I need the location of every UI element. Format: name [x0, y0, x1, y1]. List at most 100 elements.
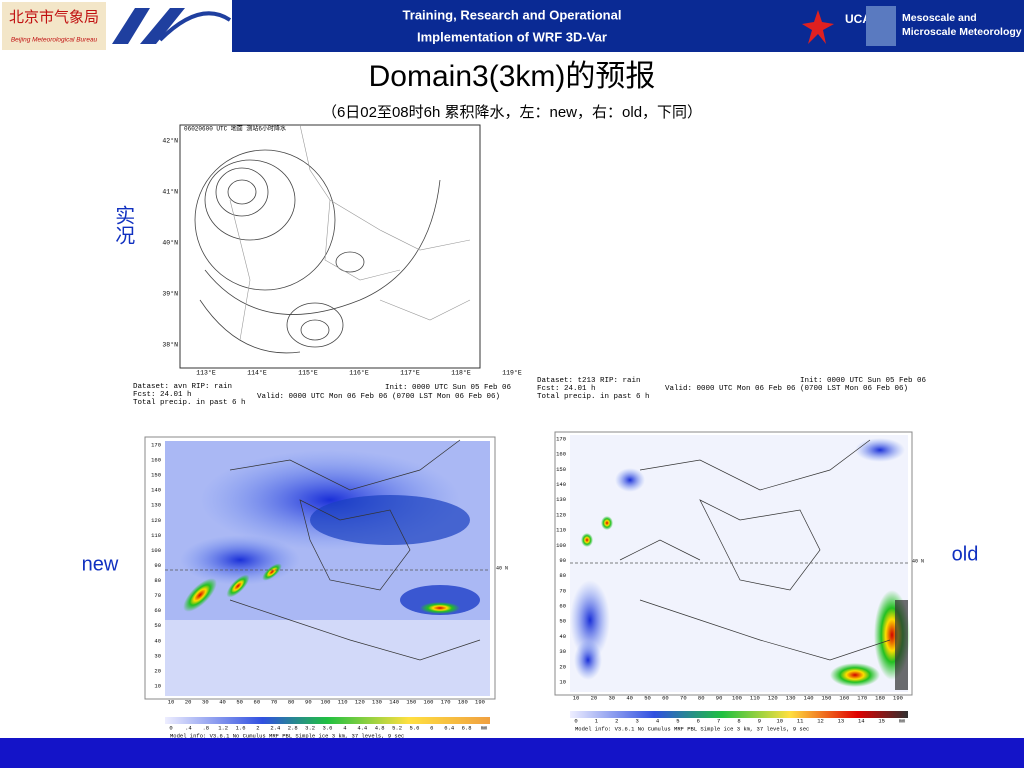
y-tick-label: 130	[556, 496, 566, 503]
x-tick-label: 130	[786, 694, 796, 701]
x-tick-label: 190	[475, 698, 485, 705]
x-tick-label: 80	[698, 694, 705, 701]
lat-label: 38°N	[162, 341, 178, 349]
colorbar-label: 14	[858, 717, 865, 724]
x-tick-label: 50	[236, 698, 243, 705]
x-tick-label: 150	[406, 698, 416, 705]
y-tick-label: 60	[154, 607, 161, 614]
x-tick-label: 70	[680, 694, 687, 701]
bureau-logo	[2, 2, 106, 50]
model-info: Model info: V3.6.1 No Cumulus MRF PBL Si…	[170, 732, 404, 739]
mmm-line: Mesoscale and	[902, 12, 977, 24]
colorbar-label: 4.8	[375, 724, 385, 731]
colorbar-label: 9	[758, 717, 761, 724]
x-tick-label: 90	[305, 698, 312, 705]
y-tick-label: 10	[154, 682, 161, 689]
colorbar-label: 4	[656, 717, 660, 724]
header-bar	[232, 0, 800, 52]
x-tick-label: 40	[626, 694, 633, 701]
lon-label: 118°E	[451, 369, 471, 377]
caption: Total precip. in past 6 h	[133, 399, 246, 407]
footer-bar	[0, 738, 1024, 768]
old-precip	[570, 438, 910, 690]
colorbar-label: 5	[676, 717, 679, 724]
caption: Fcst: 24.01 h	[537, 385, 596, 393]
y-tick-label: 140	[556, 481, 566, 488]
x-tick-label: 130	[372, 698, 382, 705]
lat-label: 42°N	[162, 137, 178, 145]
caption: Dataset: avn RIP: rain	[133, 383, 232, 391]
x-tick-label: 110	[750, 694, 760, 701]
colorbar-label: 6	[430, 724, 433, 731]
y-tick-label: 70	[154, 592, 161, 599]
y-tick-label: 30	[559, 648, 566, 655]
colorbar-label: 2.4	[270, 724, 281, 731]
old-colorbar	[570, 711, 908, 718]
observed-borders	[229, 124, 471, 341]
lon-label: 117°E	[400, 369, 420, 377]
y-tick-label: 160	[556, 451, 566, 458]
colorbar-label: mm	[481, 724, 488, 731]
colorbar-label: 2.8	[288, 724, 298, 731]
lat-line-label: 40 N	[912, 558, 924, 564]
x-tick-label: 40	[219, 698, 226, 705]
slide-subtitle: （6日02至08时6h 累积降水，左：new，右：old，下同）	[322, 104, 702, 121]
lon-label: 114°E	[247, 369, 267, 377]
y-tick-label: 140	[151, 487, 161, 494]
x-tick-label: 20	[185, 698, 192, 705]
y-tick-label: 10	[559, 678, 566, 685]
colorbar-label: 2	[615, 717, 618, 724]
bureau-subname: Beijing Meteorological Bureau	[11, 37, 98, 44]
caption: Total precip. in past 6 h	[537, 393, 650, 401]
y-tick-label: 100	[556, 542, 566, 549]
colorbar-label: 2	[256, 724, 259, 731]
y-tick-label: 20	[559, 663, 566, 670]
y-tick-label: 50	[559, 618, 566, 625]
iu-logo	[112, 8, 185, 44]
y-tick-label: 70	[559, 587, 566, 594]
x-tick-label: 160	[424, 698, 434, 705]
caption: Init: 0000 UTC Sun 05 Feb 06	[800, 377, 927, 385]
old-borders	[619, 439, 891, 661]
colorbar-label: 1.2	[218, 724, 228, 731]
colorbar-label: 3	[635, 717, 638, 724]
x-tick-label: 60	[254, 698, 261, 705]
colorbar-label: mm	[899, 717, 906, 724]
y-tick-label: 60	[559, 603, 566, 610]
x-tick-label: 150	[821, 694, 831, 701]
x-tick-label: 10	[573, 694, 580, 701]
colorbar-label: 4	[343, 724, 347, 731]
y-tick-label: 170	[556, 435, 566, 442]
colorbar-label: 11	[797, 717, 804, 724]
y-tick-label: 150	[556, 466, 566, 473]
y-tick-label: 150	[151, 472, 161, 479]
x-tick-label: 30	[608, 694, 615, 701]
x-tick-label: 100	[732, 694, 742, 701]
colorbar-label: 0	[574, 717, 577, 724]
model-info: Model info: V3.6.1 No Cumulus MRF PBL Si…	[575, 725, 809, 732]
y-tick-label: 110	[151, 532, 161, 539]
y-tick-label: 30	[154, 652, 161, 659]
x-tick-label: 100	[321, 698, 331, 705]
new-borders	[229, 439, 481, 661]
x-tick-label: 160	[839, 694, 849, 701]
caption: Init: 0000 UTC Sun 05 Feb 06	[385, 384, 512, 392]
lon-label: 119°E	[502, 369, 522, 377]
lon-label: 113°E	[196, 369, 216, 377]
x-tick-label: 20	[591, 694, 598, 701]
lon-label: 115°E	[298, 369, 318, 377]
x-tick-label: 90	[716, 694, 723, 701]
x-tick-label: 170	[441, 698, 451, 705]
y-tick-label: 40	[559, 633, 566, 640]
y-tick-label: 100	[151, 547, 161, 554]
observed-label: 实况	[112, 205, 135, 245]
y-tick-label: 120	[151, 517, 161, 524]
colorbar-label: 6	[697, 717, 700, 724]
y-tick-label: 160	[151, 457, 161, 464]
observed-contours	[194, 149, 441, 354]
new-label: new	[82, 553, 119, 575]
caption: Fcst: 24.01 h	[133, 391, 192, 399]
slide-title: Domain3(3km)的预报	[369, 60, 656, 93]
colorbar-label: 6.4	[444, 724, 455, 731]
colorbar-label: 3.2	[305, 724, 315, 731]
